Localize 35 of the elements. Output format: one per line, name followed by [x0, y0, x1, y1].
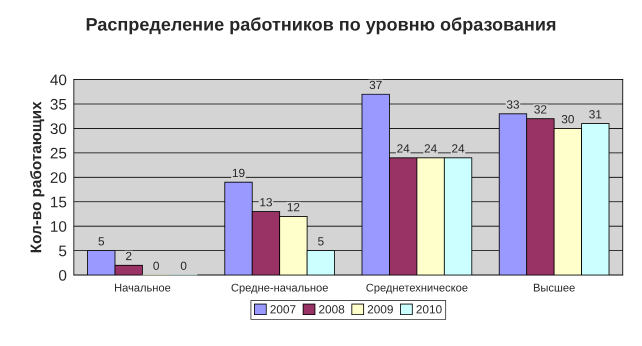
legend-label: 2007 [270, 305, 296, 314]
x-tick-label: Высшее [534, 284, 575, 292]
y-tick-label: 5 [59, 246, 66, 256]
data-label: 19 [232, 168, 245, 178]
y-tick-label: 15 [51, 196, 66, 208]
legend-label: 2008 [319, 305, 344, 314]
chart-title: Распределение работников по уровню образования [86, 17, 556, 34]
data-label: 2 [126, 252, 132, 260]
data-label: 0 [180, 262, 186, 270]
legend-label: 2009 [368, 305, 393, 314]
legend-label: 2010 [416, 305, 442, 314]
data-label: 5 [98, 237, 104, 246]
data-label: 33 [506, 100, 520, 109]
data-label: 30 [562, 114, 574, 124]
y-tick-label: 20 [50, 172, 66, 184]
y-axis-title: Кол-во работающих [30, 102, 44, 252]
y-tick-label: 0 [58, 270, 66, 281]
x-tick-label: Начальное [115, 284, 170, 292]
x-tick-label: Среднетехническое [366, 284, 468, 294]
data-label: 5 [318, 237, 324, 246]
data-label: 31 [589, 110, 602, 118]
data-label: 24 [452, 144, 464, 153]
data-label: 13 [260, 198, 272, 206]
y-tick-label: 30 [50, 123, 66, 134]
y-tick-label: 10 [51, 221, 66, 232]
data-label: 12 [288, 202, 300, 212]
y-tick-label: 35 [50, 98, 66, 110]
data-label: 32 [534, 105, 546, 114]
x-tick-label: Средне-начальное [232, 284, 328, 294]
data-label: 24 [424, 144, 437, 153]
y-tick-label: 25 [50, 148, 66, 159]
data-label: 37 [370, 80, 382, 90]
data-label: 24 [397, 144, 410, 153]
y-tick-label: 40 [50, 74, 66, 86]
data-label: 0 [153, 262, 159, 270]
